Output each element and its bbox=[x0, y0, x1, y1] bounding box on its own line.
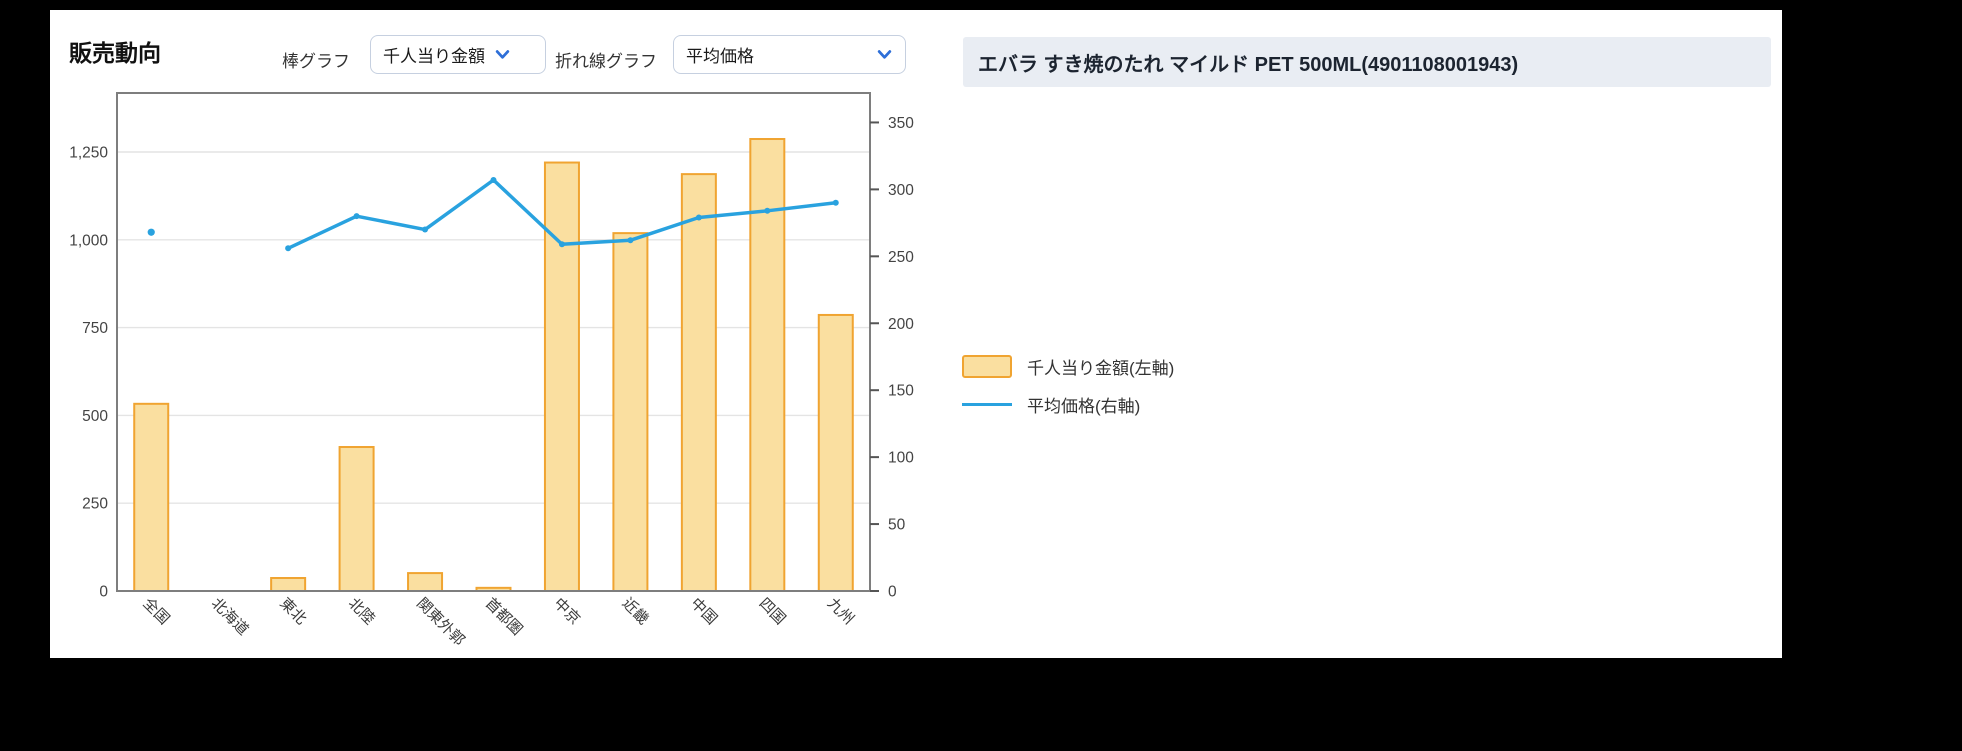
chart-svg: 0 250 500 750 1,000 1,250 0 50 100 150 200 250 300 35… bbox=[69, 92, 914, 649]
line-point[interactable] bbox=[627, 237, 634, 244]
line-point[interactable] bbox=[764, 207, 771, 214]
chevron-down-icon bbox=[495, 50, 510, 59]
x-axis-label-四国: 四国 bbox=[755, 595, 788, 628]
line-point[interactable] bbox=[490, 177, 497, 184]
left-axis-tick-label: 0 bbox=[99, 584, 108, 601]
bar-近畿[interactable] bbox=[612, 232, 649, 592]
page-title: 販売動向 bbox=[69, 40, 161, 66]
product-title: エバラ すき焼のたれ マイルド PET 500ML(4901108001943) bbox=[978, 53, 1519, 76]
line-point[interactable] bbox=[832, 199, 839, 206]
line-graph-select-value: 平均価格 bbox=[686, 47, 754, 66]
legend-bar-label: 千人当り金額(左軸) bbox=[1027, 359, 1175, 378]
bar-中京[interactable] bbox=[543, 161, 580, 592]
line-point[interactable] bbox=[147, 228, 155, 236]
bar-graph-select-value: 千人当り金額 bbox=[383, 47, 485, 66]
right-axis-tick-label: 150 bbox=[888, 383, 914, 400]
legend-item-line[interactable]: 平均価格(右軸) bbox=[962, 392, 1174, 417]
chart-legend: 千人当り金額(左軸) 平均価格(右軸) bbox=[962, 354, 1174, 417]
line-swatch-icon bbox=[962, 403, 1012, 406]
x-axis-label-東北: 東北 bbox=[276, 595, 309, 628]
right-axis-tick-label: 0 bbox=[888, 584, 897, 601]
right-axis-tick-label: 250 bbox=[888, 249, 914, 266]
x-axis-label-九州: 九州 bbox=[824, 595, 857, 628]
right-axis-tick-label: 300 bbox=[888, 182, 914, 199]
line-graph-select[interactable]: 平均価格 bbox=[673, 35, 906, 74]
left-axis-tick-label: 250 bbox=[82, 496, 108, 513]
line-point[interactable] bbox=[422, 226, 429, 233]
sales-trend-panel: 販売動向 棒グラフ 千人当り金額 折れ線グラフ 平均価格 エバラ すき焼のたれ … bbox=[50, 10, 1782, 658]
x-axis-label-北陸: 北陸 bbox=[345, 595, 378, 628]
bar-中国[interactable] bbox=[680, 173, 717, 592]
bar-graph-label: 棒グラフ bbox=[282, 52, 350, 71]
product-header: エバラ すき焼のたれ マイルド PET 500ML(4901108001943) bbox=[963, 37, 1771, 87]
bar-九州[interactable] bbox=[817, 313, 854, 593]
line-point[interactable] bbox=[558, 241, 565, 248]
right-axis-tick-label: 100 bbox=[888, 450, 914, 467]
right-axis-tick-label: 200 bbox=[888, 316, 914, 333]
legend-item-bar[interactable]: 千人当り金額(左軸) bbox=[962, 354, 1174, 379]
left-axis-tick-label: 1,250 bbox=[69, 145, 108, 162]
line-point[interactable] bbox=[695, 214, 702, 221]
sales-trend-chart: 0 250 500 750 1,000 1,250 0 50 100 150 200 250 300 35… bbox=[50, 80, 960, 658]
line-graph-label: 折れ線グラフ bbox=[555, 52, 657, 71]
bar-北陸[interactable] bbox=[338, 446, 375, 592]
x-axis-label-近畿: 近畿 bbox=[619, 595, 652, 628]
line-point[interactable] bbox=[353, 213, 360, 220]
bar-全国[interactable] bbox=[133, 402, 170, 592]
bar-graph-select[interactable]: 千人当り金額 bbox=[370, 35, 546, 74]
left-axis-tick-label: 1,000 bbox=[69, 232, 108, 249]
bar-四国[interactable] bbox=[749, 138, 786, 593]
bar-東北[interactable] bbox=[270, 577, 307, 593]
chevron-down-icon bbox=[877, 50, 892, 59]
line-point[interactable] bbox=[285, 245, 292, 252]
right-axis-tick-label: 50 bbox=[888, 517, 906, 534]
x-axis-label-中京: 中京 bbox=[550, 595, 583, 628]
bar-swatch-icon bbox=[962, 355, 1012, 378]
bar-関東外郭[interactable] bbox=[407, 572, 444, 593]
x-axis-label-関東外郭: 関東外郭 bbox=[413, 595, 467, 649]
plot-frame bbox=[116, 92, 871, 592]
left-axis-tick-label: 500 bbox=[82, 408, 108, 425]
right-axis-tick-label: 350 bbox=[888, 115, 914, 132]
x-axis-label-首都圏: 首都圏 bbox=[482, 595, 526, 639]
legend-line-label: 平均価格(右軸) bbox=[1027, 397, 1141, 416]
left-axis-tick-label: 750 bbox=[82, 320, 108, 337]
x-axis-label-北海道: 北海道 bbox=[208, 595, 252, 639]
x-axis-label-全国: 全国 bbox=[139, 594, 173, 628]
x-axis-label-中国: 中国 bbox=[687, 595, 720, 628]
